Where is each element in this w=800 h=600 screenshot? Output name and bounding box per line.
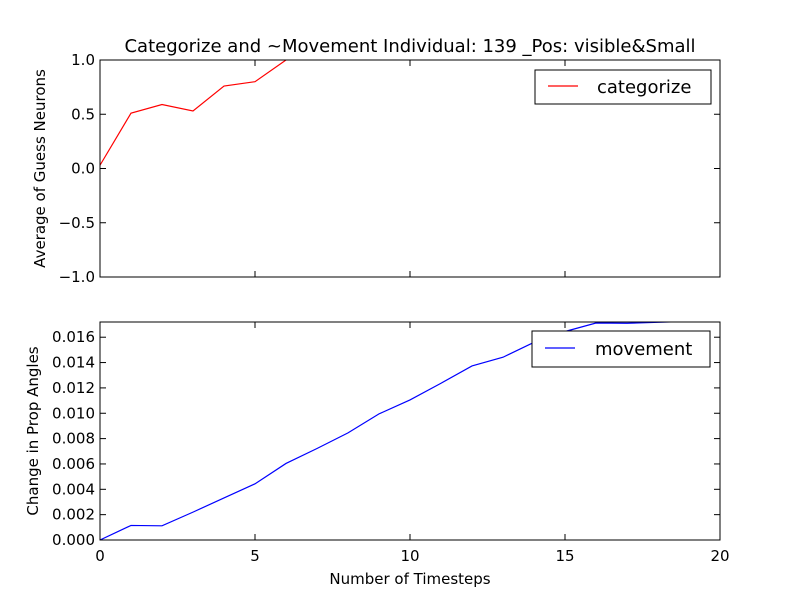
bottom-plot-frame bbox=[99, 321, 721, 541]
legend-bottom-label: movement bbox=[595, 339, 692, 360]
bottom-ytick-label: 0.010 bbox=[52, 404, 95, 422]
top-ytick-label: −0.5 bbox=[59, 214, 95, 232]
bottom-xtick-label: 5 bbox=[250, 547, 260, 565]
top-plot-frame bbox=[99, 59, 721, 278]
series-line-categorize bbox=[100, 60, 287, 166]
legend-bottom: movement bbox=[531, 330, 711, 368]
bottom-xtick-label: 20 bbox=[710, 547, 729, 565]
chart-title: Categorize and ~Movement Individual: 139… bbox=[124, 36, 695, 57]
top-ytick-label: 0.5 bbox=[71, 105, 95, 123]
bottom-xtick-label: 15 bbox=[555, 547, 574, 565]
bottom-y-axis-label: Change in Prop Angles bbox=[24, 346, 42, 515]
bottom-xtick-label: 10 bbox=[400, 547, 419, 565]
legend-top: categorize bbox=[534, 69, 712, 105]
bottom-subplot: Change in Prop Angles Number of Timestep… bbox=[24, 321, 730, 588]
bottom-ytick-label: 0.004 bbox=[52, 480, 95, 498]
legend-bottom-box bbox=[531, 330, 711, 368]
legend-top-box bbox=[534, 69, 712, 105]
series-line-movement bbox=[100, 322, 688, 540]
bottom-ytick-label: 0.012 bbox=[52, 379, 95, 397]
bottom-ytick-label: 0.016 bbox=[52, 328, 95, 346]
top-ytick-label: −1.0 bbox=[59, 268, 95, 286]
top-ytick-label: 1.0 bbox=[71, 51, 95, 69]
top-ytick-label: 0.0 bbox=[71, 160, 95, 178]
top-y-axis-label: Average of Guess Neurons bbox=[31, 69, 49, 268]
bottom-ytick-label: 0.014 bbox=[52, 354, 95, 372]
bottom-ytick-label: 0.000 bbox=[52, 531, 95, 549]
bottom-ytick-label: 0.008 bbox=[52, 430, 95, 448]
bottom-xtick-label: 0 bbox=[95, 547, 105, 565]
legend-top-label: categorize bbox=[597, 77, 691, 98]
bottom-ytick-label: 0.006 bbox=[52, 455, 95, 473]
top-subplot: Average of Guess Neurons 1.0 0.5 0.0 −0.5 −1… bbox=[31, 51, 721, 286]
top-ticks: 1.0 0.5 0.0 −0.5 −1.0 bbox=[59, 51, 721, 286]
bottom-ticks: 0.016 0.014 0.012 0.010 0.008 0.006 0.004 0.002… bbox=[52, 322, 730, 565]
bottom-x-axis-label: Number of Timesteps bbox=[329, 570, 490, 588]
bottom-ytick-label: 0.002 bbox=[52, 506, 95, 524]
